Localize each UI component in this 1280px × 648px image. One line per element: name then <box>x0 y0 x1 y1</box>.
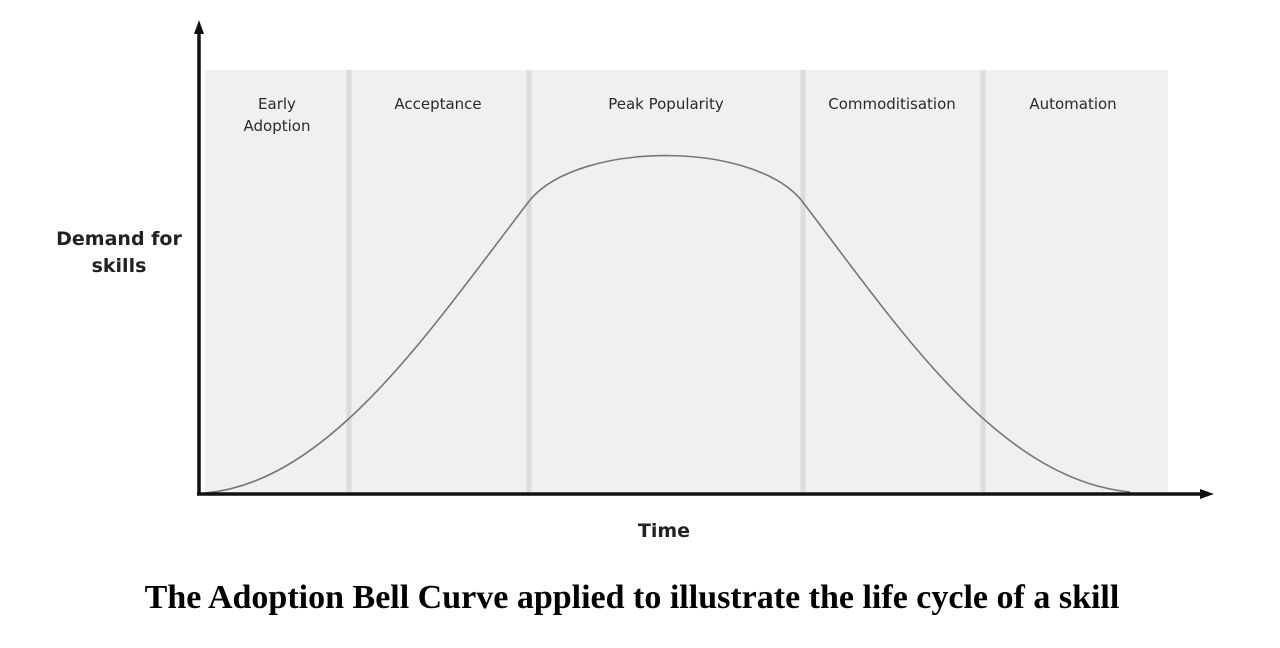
x-axis-label: Time <box>637 520 691 542</box>
bell-curve <box>204 154 1131 494</box>
phase-label: Acceptance <box>394 95 482 113</box>
y-axis-label: Demand for skills <box>56 228 182 277</box>
phase-label: Automation <box>1029 95 1117 113</box>
y-axis-arrow <box>194 20 204 34</box>
phase-label: Early Adoption <box>243 95 311 135</box>
x-axis-arrow <box>1200 489 1214 499</box>
phase-label: Commoditisation <box>828 95 956 113</box>
caption: The Adoption Bell Curve applied to illus… <box>144 579 1120 616</box>
phase-dividers <box>346 70 986 492</box>
phase-label: Peak Popularity <box>608 95 724 113</box>
background-panel <box>205 70 1168 492</box>
